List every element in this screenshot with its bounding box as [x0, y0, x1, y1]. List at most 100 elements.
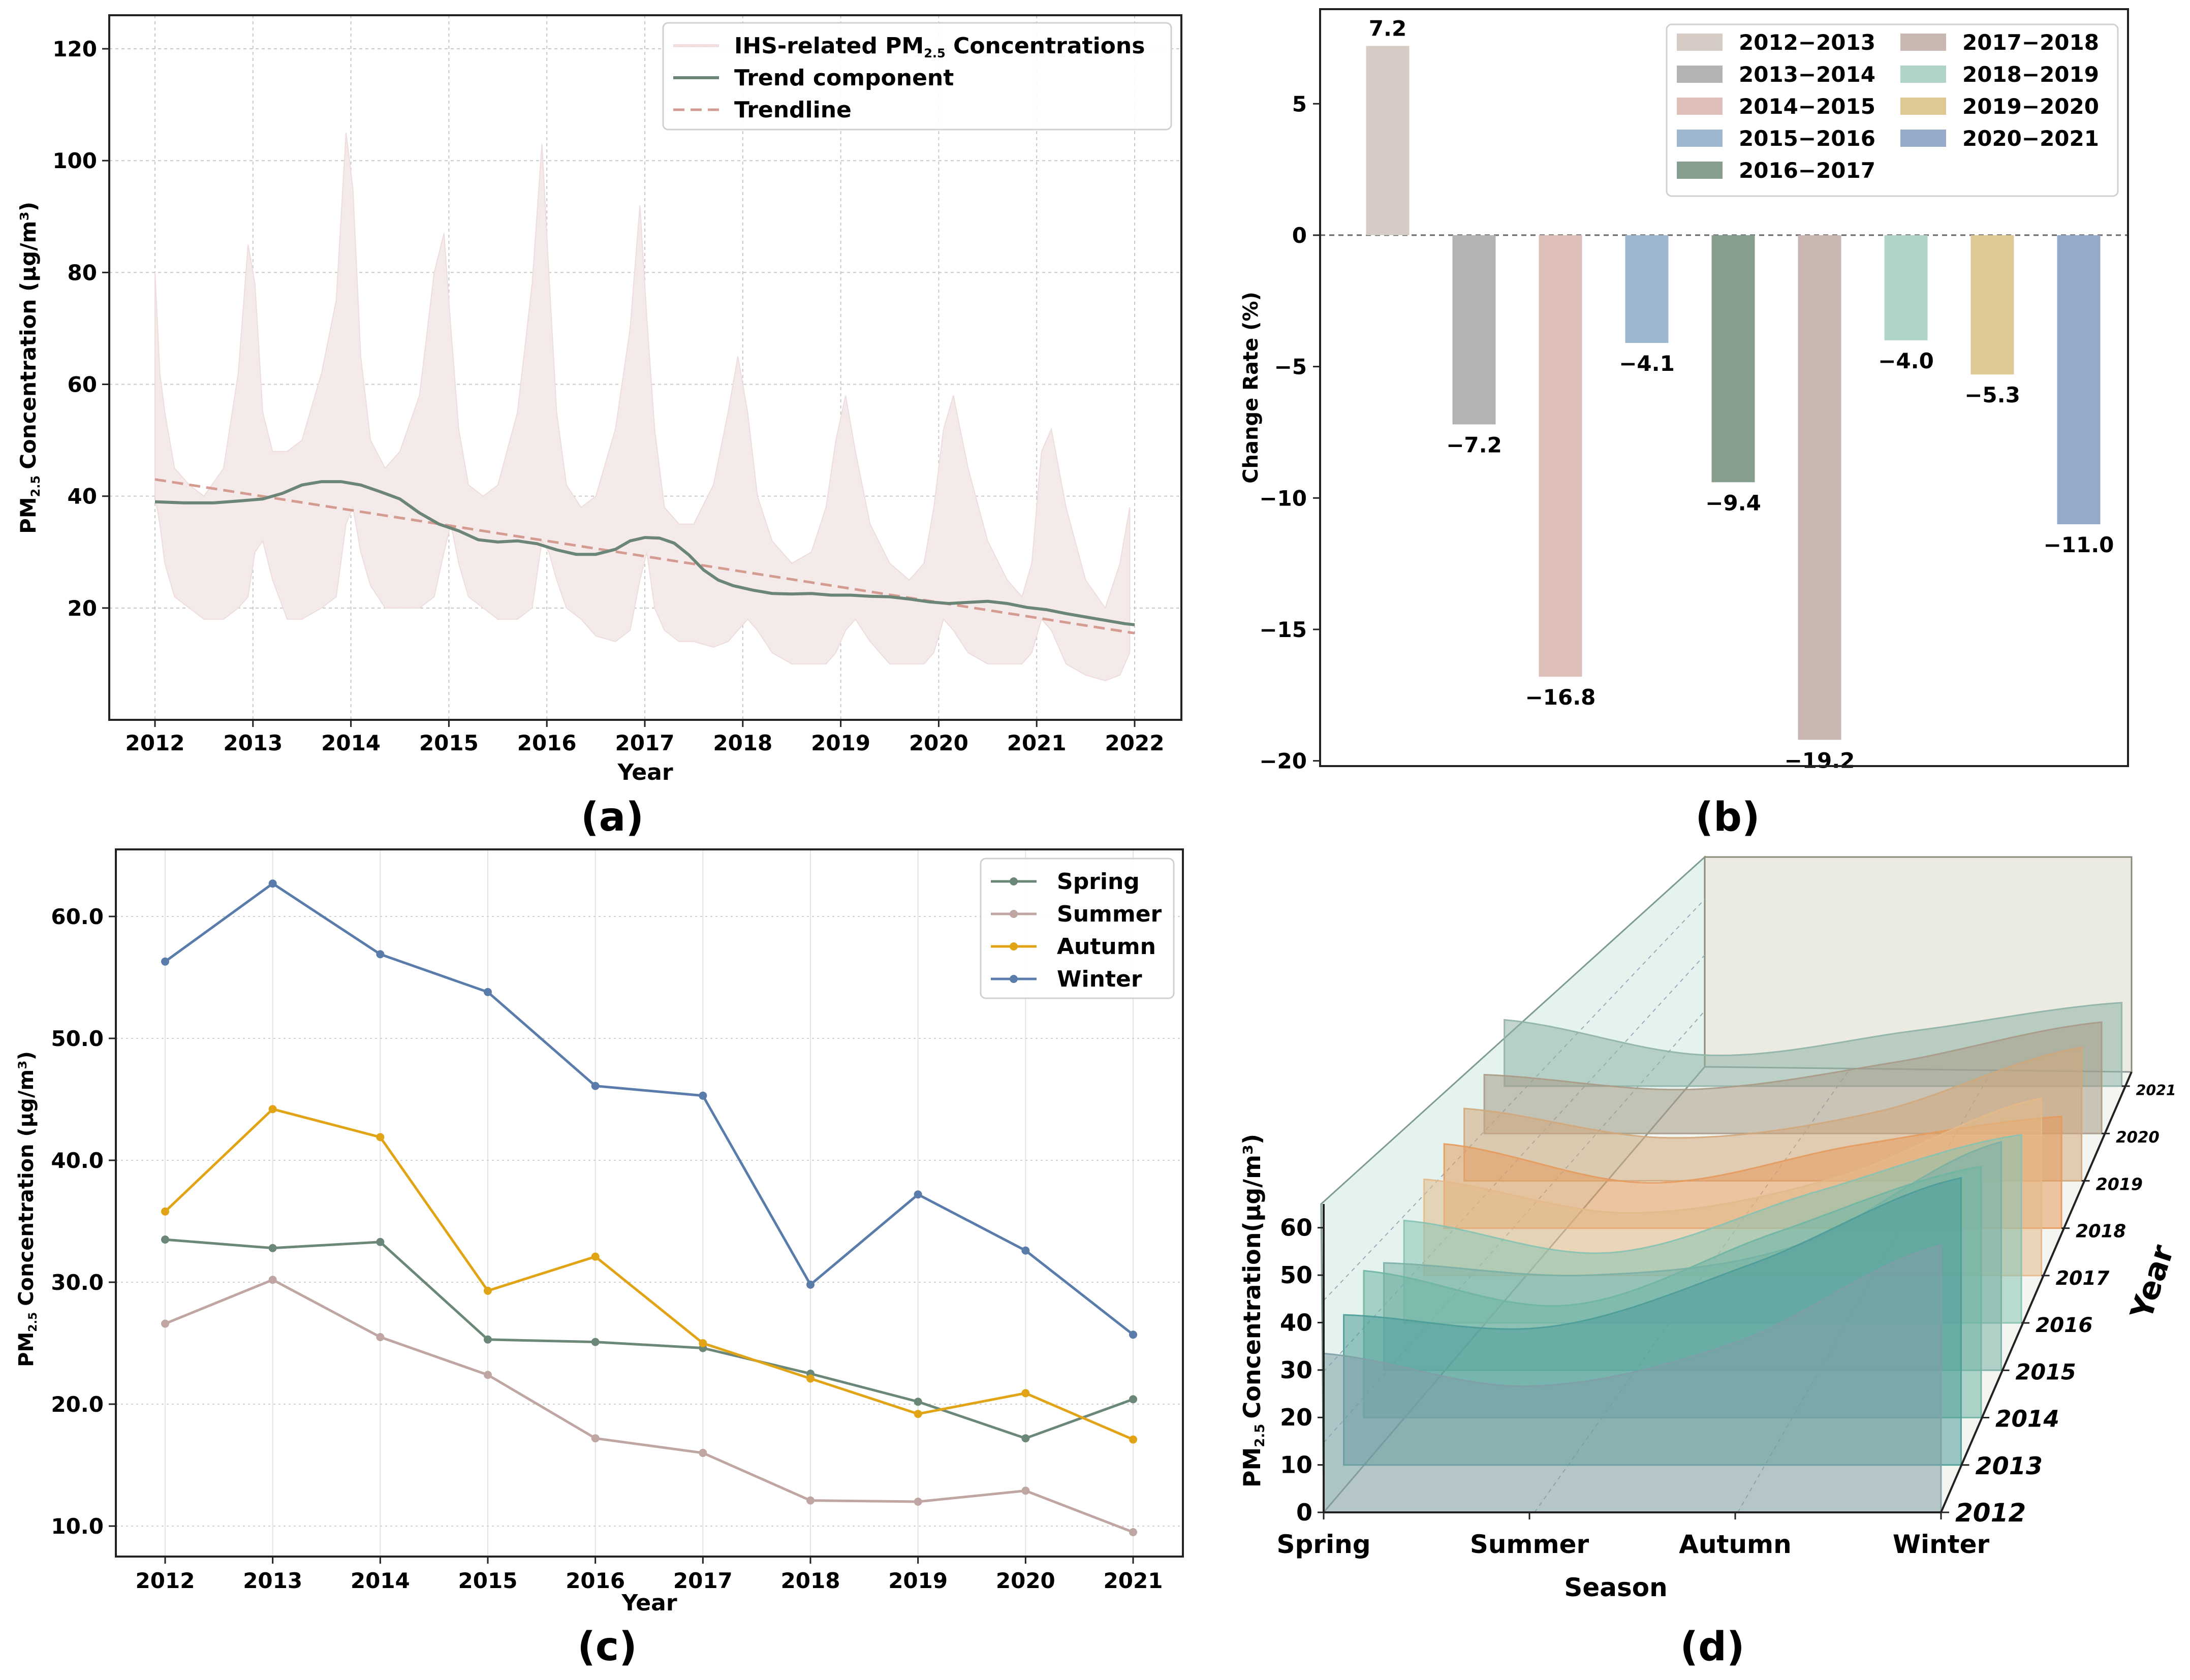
b-bar-2014−2015 — [1539, 235, 1582, 677]
b-ytick-label: 5 — [1292, 91, 1307, 116]
b-bar-label: −4.0 — [1878, 348, 1934, 373]
c-legend-label: Autumn — [1057, 934, 1156, 960]
c-xtick-label: 2015 — [458, 1568, 518, 1593]
c-point-spring — [1021, 1434, 1030, 1443]
b-ytick-label: −10 — [1259, 486, 1307, 511]
c-legend-marker — [1010, 877, 1018, 885]
a-legend-daily: IHS-related PM2.5 Concentrations — [734, 33, 1145, 60]
c-axes-frame — [115, 848, 1184, 1558]
d-x-axis-label: Season — [1564, 1573, 1667, 1602]
b-legend-swatch — [1677, 130, 1723, 147]
panel-a: 2012 2013 2014 2015 2016 2017 2018 2019 2020 2021… — [16, 14, 1182, 840]
a-ytick-label: 60 — [68, 372, 97, 397]
d-year-label: 2017 — [2056, 1267, 2110, 1289]
c-point-summer — [699, 1449, 707, 1457]
c-y-axis-label: PM2.5Concentration (μg/m³) — [15, 1051, 40, 1367]
d-season-label: Spring — [1277, 1530, 1371, 1559]
b-legend-swatch — [1900, 66, 1946, 83]
d-year-label: 2013 — [1976, 1452, 2043, 1480]
c-legend-label: Summer — [1057, 901, 1162, 927]
c-legend-label: Spring — [1057, 869, 1140, 895]
b-bar-2013−2014 — [1452, 235, 1496, 425]
d-ribbon-2012 — [1323, 1244, 1942, 1513]
c-x-axis-label: Year — [621, 1590, 677, 1616]
a-xtick-label: 2017 — [615, 731, 675, 755]
b-legend-label: 2020−2021 — [1962, 126, 2099, 151]
d-season-label: Summer — [1470, 1530, 1589, 1559]
c-xtick-label: 2012 — [136, 1568, 195, 1593]
panel-label-a: (a) — [581, 795, 644, 840]
d-season-label: Autumn — [1679, 1530, 1791, 1559]
c-point-winter — [699, 1091, 707, 1100]
c-point-winter — [914, 1190, 922, 1199]
b-bar-label: −19.2 — [1785, 748, 1855, 773]
c-y-ticks: 10.0 20.0 30.0 40.0 50.0 60.0 — [51, 904, 116, 1539]
b-legend-swatch — [1900, 98, 1946, 115]
c-point-summer — [1129, 1528, 1137, 1536]
c-ytick-label: 50.0 — [51, 1026, 104, 1051]
a-ytick-label: 80 — [68, 260, 97, 285]
d-ztick-label: 0 — [1296, 1499, 1312, 1526]
c-point-summer — [591, 1434, 600, 1443]
daily-concentration-series — [154, 133, 1131, 681]
a-xtick-label: 2018 — [713, 731, 772, 755]
c-point-spring — [161, 1235, 169, 1244]
c-point-summer — [1021, 1486, 1030, 1495]
a-ytick-label: 100 — [52, 148, 97, 173]
a-y-axis-label: PM2.5Concentration (μg/m³) — [16, 202, 43, 534]
b-bar-label: −16.8 — [1525, 685, 1596, 710]
a-xtick-label: 2021 — [1007, 731, 1067, 755]
c-xtick-label: 2018 — [781, 1568, 840, 1593]
c-legend-marker — [1010, 975, 1018, 983]
c-point-winter — [484, 988, 492, 996]
d-ztick-label: 30 — [1280, 1356, 1312, 1384]
c-point-summer — [161, 1319, 169, 1328]
c-point-summer — [376, 1333, 385, 1341]
c-point-autumn — [699, 1339, 707, 1347]
c-point-winter — [376, 950, 385, 959]
c-legend-label: Winter — [1057, 966, 1142, 992]
b-legend-label: 2016−2017 — [1739, 158, 1875, 183]
c-legend-marker — [1010, 942, 1018, 950]
d-season-ticks: Spring Summer Autumn Winter — [1277, 1512, 1990, 1559]
b-legend-label: 2018−2019 — [1962, 62, 2099, 87]
a-x-axis-label: Year — [617, 759, 673, 785]
c-point-autumn — [161, 1207, 169, 1216]
c-point-autumn — [268, 1105, 277, 1114]
d-year-label: 2019 — [2096, 1174, 2143, 1194]
d-year-axis — [1940, 1071, 2133, 1513]
b-y-axis-label: Change Rate (%) — [1239, 292, 1263, 484]
b-legend-label: 2014−2015 — [1739, 94, 1875, 119]
trendline — [154, 478, 1135, 635]
c-point-winter — [806, 1280, 815, 1289]
c-ytick-label: 60.0 — [51, 904, 104, 929]
b-ytick-label: −5 — [1274, 355, 1307, 379]
c-legend-marker — [1010, 910, 1018, 918]
c-point-autumn — [591, 1252, 600, 1261]
d-year-ticks: 2012 2013 2014 2015 2016 2017 2018 2019 2020 2021 — [1941, 1082, 2176, 1528]
c-point-autumn — [1021, 1389, 1030, 1398]
b-legend: 2012−2013 2013−2014 2014−2015 2015−2016 2016… — [1666, 23, 2119, 197]
b-y-ticks: 5 0 −5 −10 −15 −20 — [1259, 91, 1320, 774]
d-year-label: 2021 — [2136, 1082, 2176, 1099]
d-z-ticks: 0 10 20 30 40 50 60 — [1280, 1214, 1324, 1526]
c-point-autumn — [806, 1374, 815, 1383]
d-z-axis-label: PM2.5Concentration(μg/m³) — [1238, 1134, 1268, 1487]
c-ytick-label: 40.0 — [51, 1148, 104, 1173]
c-point-autumn — [376, 1133, 385, 1142]
b-bar-label: −4.1 — [1619, 351, 1675, 376]
c-ytick-label: 20.0 — [51, 1392, 104, 1417]
c-line-autumn — [164, 1107, 1134, 1441]
trend-component-line — [154, 480, 1135, 626]
panel-label-d: (d) — [1680, 1624, 1744, 1670]
b-legend-swatch — [1677, 66, 1723, 83]
c-point-summer — [484, 1371, 492, 1379]
c-point-summer — [806, 1496, 815, 1505]
c-point-autumn — [914, 1410, 922, 1418]
c-line-spring — [165, 1238, 1134, 1440]
b-bar-2016−2017 — [1711, 235, 1755, 483]
d-ztick-label: 10 — [1280, 1451, 1312, 1479]
d-year-label: 2016 — [2036, 1313, 2092, 1337]
c-point-winter — [161, 957, 169, 966]
